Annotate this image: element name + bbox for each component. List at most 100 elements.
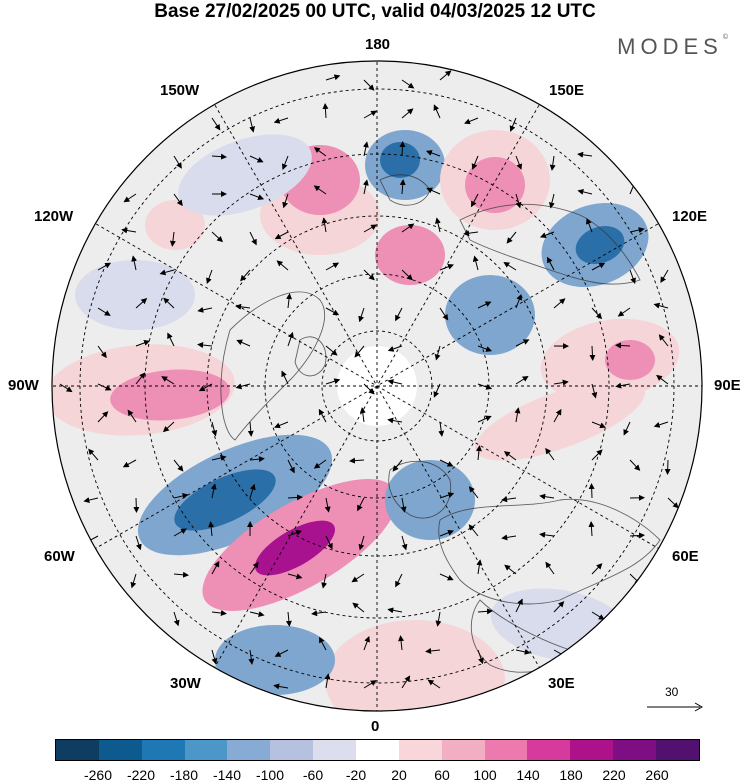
lon-label-180: 180 (365, 36, 391, 53)
wind-arrow (59, 383, 73, 393)
wind-arrow (503, 451, 517, 461)
wind-arrow (477, 345, 493, 352)
wind-arrow (325, 535, 333, 550)
wind-arrow (471, 155, 479, 170)
wind-arrow (658, 334, 669, 347)
wind-arrow (83, 497, 99, 503)
wind-arrow (463, 230, 479, 237)
wind-arrow (401, 79, 415, 89)
field-anomaly-region (375, 225, 445, 285)
wind-arrow (274, 649, 289, 657)
wind-arrow (539, 531, 555, 538)
wind-arrow (211, 455, 227, 461)
colorbar-swatch (484, 740, 528, 760)
wind-arrow (352, 602, 365, 613)
wind-arrow (547, 256, 555, 271)
wind-arrow (273, 683, 289, 690)
wind-arrow (249, 456, 265, 463)
colorbar-swatch (398, 740, 442, 760)
wind-arrow (363, 383, 375, 395)
wind-arrow (615, 342, 631, 349)
wind-arrow (656, 374, 669, 385)
wind-arrow (539, 231, 555, 239)
lon-label-90e: 90E (714, 377, 741, 394)
wind-arrow (358, 535, 365, 551)
field-anomalies (52, 61, 702, 711)
wind-arrow (249, 483, 256, 499)
wind-arrow (427, 679, 441, 689)
wind-arrow (471, 193, 479, 208)
wind-arrow (477, 383, 493, 390)
wind-arrow (588, 521, 595, 537)
wind-arrow (401, 223, 415, 233)
wind-arrow (438, 421, 445, 437)
wind-arrow (539, 493, 555, 500)
wind-arrow (282, 193, 289, 209)
wind-arrow (464, 117, 479, 125)
wind-arrow (439, 492, 455, 499)
wind-arrow (325, 307, 340, 316)
wind-arrow (515, 598, 523, 613)
wind-arrow (400, 497, 407, 513)
wind-arrow (433, 104, 441, 119)
wind-arrow (398, 635, 405, 651)
wind-arrow (425, 150, 441, 157)
coastlines (220, 174, 661, 673)
wind-arrow (363, 269, 375, 281)
wind-arrow (439, 573, 454, 581)
field-anomaly-region (255, 520, 335, 576)
wind-arrow (591, 563, 603, 575)
wind-arrow (97, 383, 112, 391)
wind-arrow (667, 497, 679, 509)
brand-name: MODES (617, 34, 723, 59)
wind-arrow (577, 151, 593, 158)
colorbar-swatch (527, 740, 571, 760)
wind-arrow (503, 261, 517, 271)
wind-arrow (395, 573, 403, 588)
wind-arrow (249, 193, 265, 200)
wind-arrow (387, 417, 403, 424)
wind-vectors (59, 70, 679, 690)
wind-arrow (197, 342, 213, 349)
wind-arrow (287, 573, 303, 580)
wind-arrow (285, 611, 292, 627)
wind-arrow (363, 79, 375, 91)
field-anomaly-region (385, 460, 475, 540)
wind-arrow (318, 408, 327, 423)
colorbar-tick-label: 220 (602, 767, 626, 783)
wind-arrow (325, 345, 338, 356)
wind-arrow (585, 217, 593, 233)
wind-arrow (248, 649, 255, 665)
reference-vector-label: 30 (665, 685, 679, 699)
colorbar-tick-label: 60 (434, 767, 450, 783)
wind-arrow (475, 445, 482, 461)
wind-arrow (477, 301, 492, 309)
wind-arrow (387, 379, 403, 385)
colorbar-swatch (570, 740, 614, 760)
wind-arrow (515, 293, 523, 309)
wind-arrow (653, 302, 669, 309)
lon-label-30w: 30W (170, 675, 201, 692)
wind-arrow (545, 447, 555, 461)
wind-arrow (476, 559, 483, 575)
wind-arrow (211, 560, 220, 575)
wind-arrow (287, 459, 295, 474)
wind-arrow (211, 153, 227, 160)
wind-arrow (472, 255, 479, 271)
lon-label-60w: 60W (44, 548, 75, 565)
reference-arrow-icon (647, 702, 704, 712)
wind-arrow (468, 524, 479, 537)
wind-arrow (387, 345, 403, 352)
wind-arrow (159, 269, 175, 276)
wind-arrow (401, 675, 411, 689)
wind-arrow (173, 493, 189, 499)
wind-arrow (313, 459, 327, 469)
wind-arrow (363, 680, 377, 689)
polar-map (51, 60, 703, 712)
wind-arrow (325, 378, 341, 385)
wind-arrow (287, 494, 303, 501)
wind-arrow (351, 573, 365, 583)
wind-arrow (553, 298, 566, 309)
colorbar-swatch (613, 740, 657, 760)
wind-arrow (629, 269, 636, 285)
